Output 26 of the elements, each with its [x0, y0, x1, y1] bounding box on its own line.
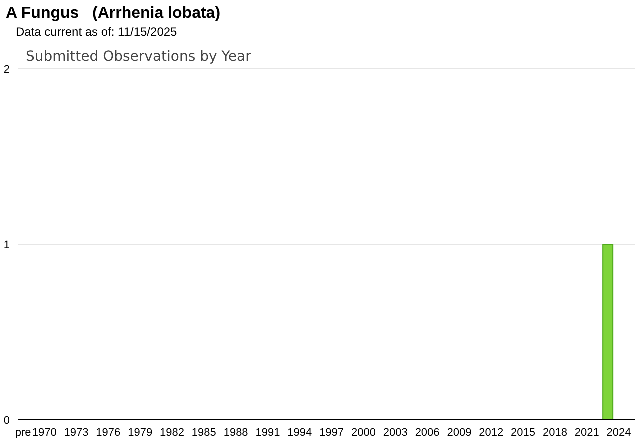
x-tick-label: 2003: [383, 426, 408, 439]
chart-title: A Fungus (Arrhenia lobata): [6, 5, 221, 23]
x-tick-label: 1997: [320, 426, 344, 439]
chart-subtitle: Data current as of: 11/15/2025: [16, 25, 178, 39]
x-tick-label: 1973: [64, 426, 89, 439]
y-tick-label: 0: [4, 414, 10, 427]
x-tick-label: 2006: [415, 426, 440, 439]
x-tick-label: 2009: [447, 426, 472, 439]
x-tick-label: 1970: [32, 426, 57, 439]
x-tick-label: 2015: [511, 426, 536, 439]
text: Submitted Observations by Year: [26, 49, 252, 65]
y-tick-label: 1: [4, 239, 10, 252]
x-tick-label: 2000: [351, 426, 376, 439]
y-tick-label: 2: [4, 64, 10, 76]
x-tick-label: 2012: [479, 426, 504, 439]
x-tick-label: 1994: [288, 426, 312, 439]
x-tick-label: 2021: [574, 426, 600, 439]
x-tick-label: 2018: [542, 426, 568, 439]
x-tick-label: 1991: [256, 426, 280, 439]
x-tick-label: 1988: [224, 426, 248, 439]
x-tick-label: 1985: [192, 426, 216, 439]
x-tick-label: pre: [15, 426, 32, 439]
x-tick-label: 1979: [128, 426, 153, 439]
x-tick-label: 1976: [96, 426, 121, 439]
x-tick-label: 2024: [606, 426, 632, 439]
x-tick-label: 1982: [160, 426, 184, 439]
